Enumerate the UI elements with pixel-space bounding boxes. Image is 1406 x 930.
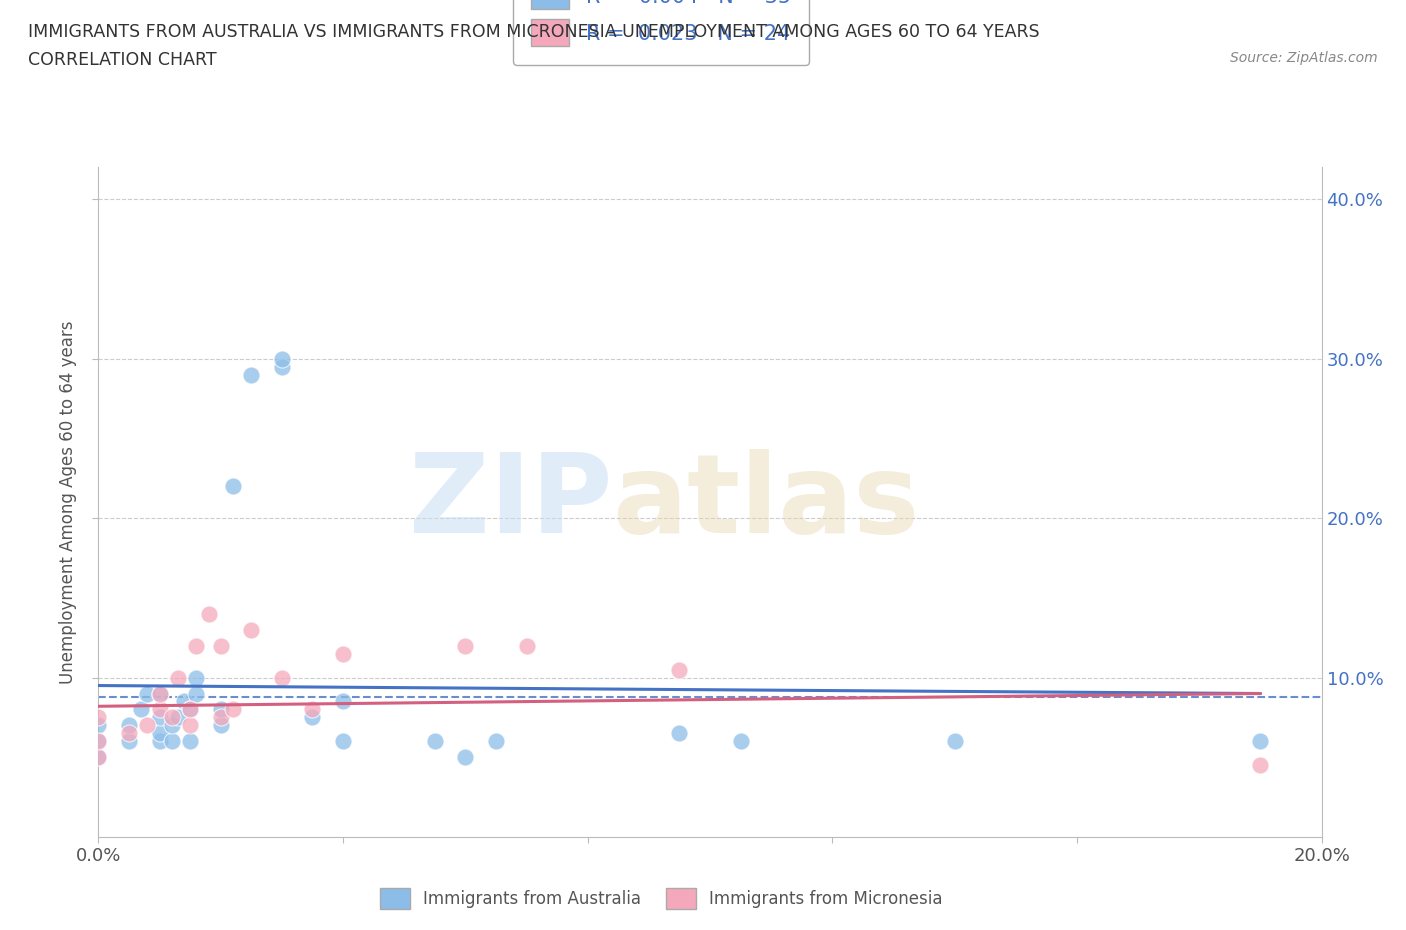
Point	[167, 710, 190, 724]
Point	[270, 352, 292, 366]
Point	[454, 750, 477, 764]
Point	[87, 718, 110, 733]
Point	[179, 718, 201, 733]
Point	[516, 638, 538, 653]
Point	[270, 359, 292, 374]
Point	[332, 734, 354, 749]
Text: IMMIGRANTS FROM AUSTRALIA VS IMMIGRANTS FROM MICRONESIA UNEMPLOYMENT AMONG AGES : IMMIGRANTS FROM AUSTRALIA VS IMMIGRANTS …	[28, 23, 1040, 41]
Text: ZIP: ZIP	[409, 448, 612, 556]
Point	[332, 694, 354, 709]
Point	[179, 734, 201, 749]
Point	[301, 702, 323, 717]
Point	[149, 710, 172, 724]
Point	[222, 702, 245, 717]
Point	[209, 718, 232, 733]
Point	[87, 750, 110, 764]
Point	[454, 638, 477, 653]
Point	[301, 710, 323, 724]
Point	[197, 606, 219, 621]
Y-axis label: Unemployment Among Ages 60 to 64 years: Unemployment Among Ages 60 to 64 years	[59, 321, 77, 684]
Point	[179, 702, 201, 717]
Point	[160, 710, 183, 724]
Point	[136, 718, 159, 733]
Point	[118, 734, 141, 749]
Point	[87, 734, 110, 749]
Point	[173, 694, 195, 709]
Point	[270, 671, 292, 685]
Point	[118, 726, 141, 741]
Point	[209, 710, 232, 724]
Point	[240, 367, 263, 382]
Point	[149, 686, 172, 701]
Point	[87, 734, 110, 749]
Point	[149, 726, 172, 741]
Point	[423, 734, 446, 749]
Point	[186, 686, 208, 701]
Point	[186, 638, 208, 653]
Point	[87, 710, 110, 724]
Point	[943, 734, 966, 749]
Point	[668, 726, 690, 741]
Point	[186, 671, 208, 685]
Point	[209, 702, 232, 717]
Point	[160, 734, 183, 749]
Point	[149, 686, 172, 701]
Point	[167, 671, 190, 685]
Point	[136, 686, 159, 701]
Point	[118, 718, 141, 733]
Point	[1249, 758, 1271, 773]
Text: atlas: atlas	[612, 448, 920, 556]
Point	[209, 638, 232, 653]
Point	[1249, 734, 1271, 749]
Point	[160, 718, 183, 733]
Point	[129, 702, 152, 717]
Point	[485, 734, 508, 749]
Point	[332, 646, 354, 661]
Point	[149, 702, 172, 717]
Point	[668, 662, 690, 677]
Text: CORRELATION CHART: CORRELATION CHART	[28, 51, 217, 69]
Legend: Immigrants from Australia, Immigrants from Micronesia: Immigrants from Australia, Immigrants fr…	[373, 881, 949, 916]
Point	[149, 734, 172, 749]
Text: Source: ZipAtlas.com: Source: ZipAtlas.com	[1230, 51, 1378, 65]
Point	[87, 750, 110, 764]
Point	[730, 734, 752, 749]
Point	[222, 479, 245, 494]
Point	[240, 622, 263, 637]
Point	[179, 702, 201, 717]
